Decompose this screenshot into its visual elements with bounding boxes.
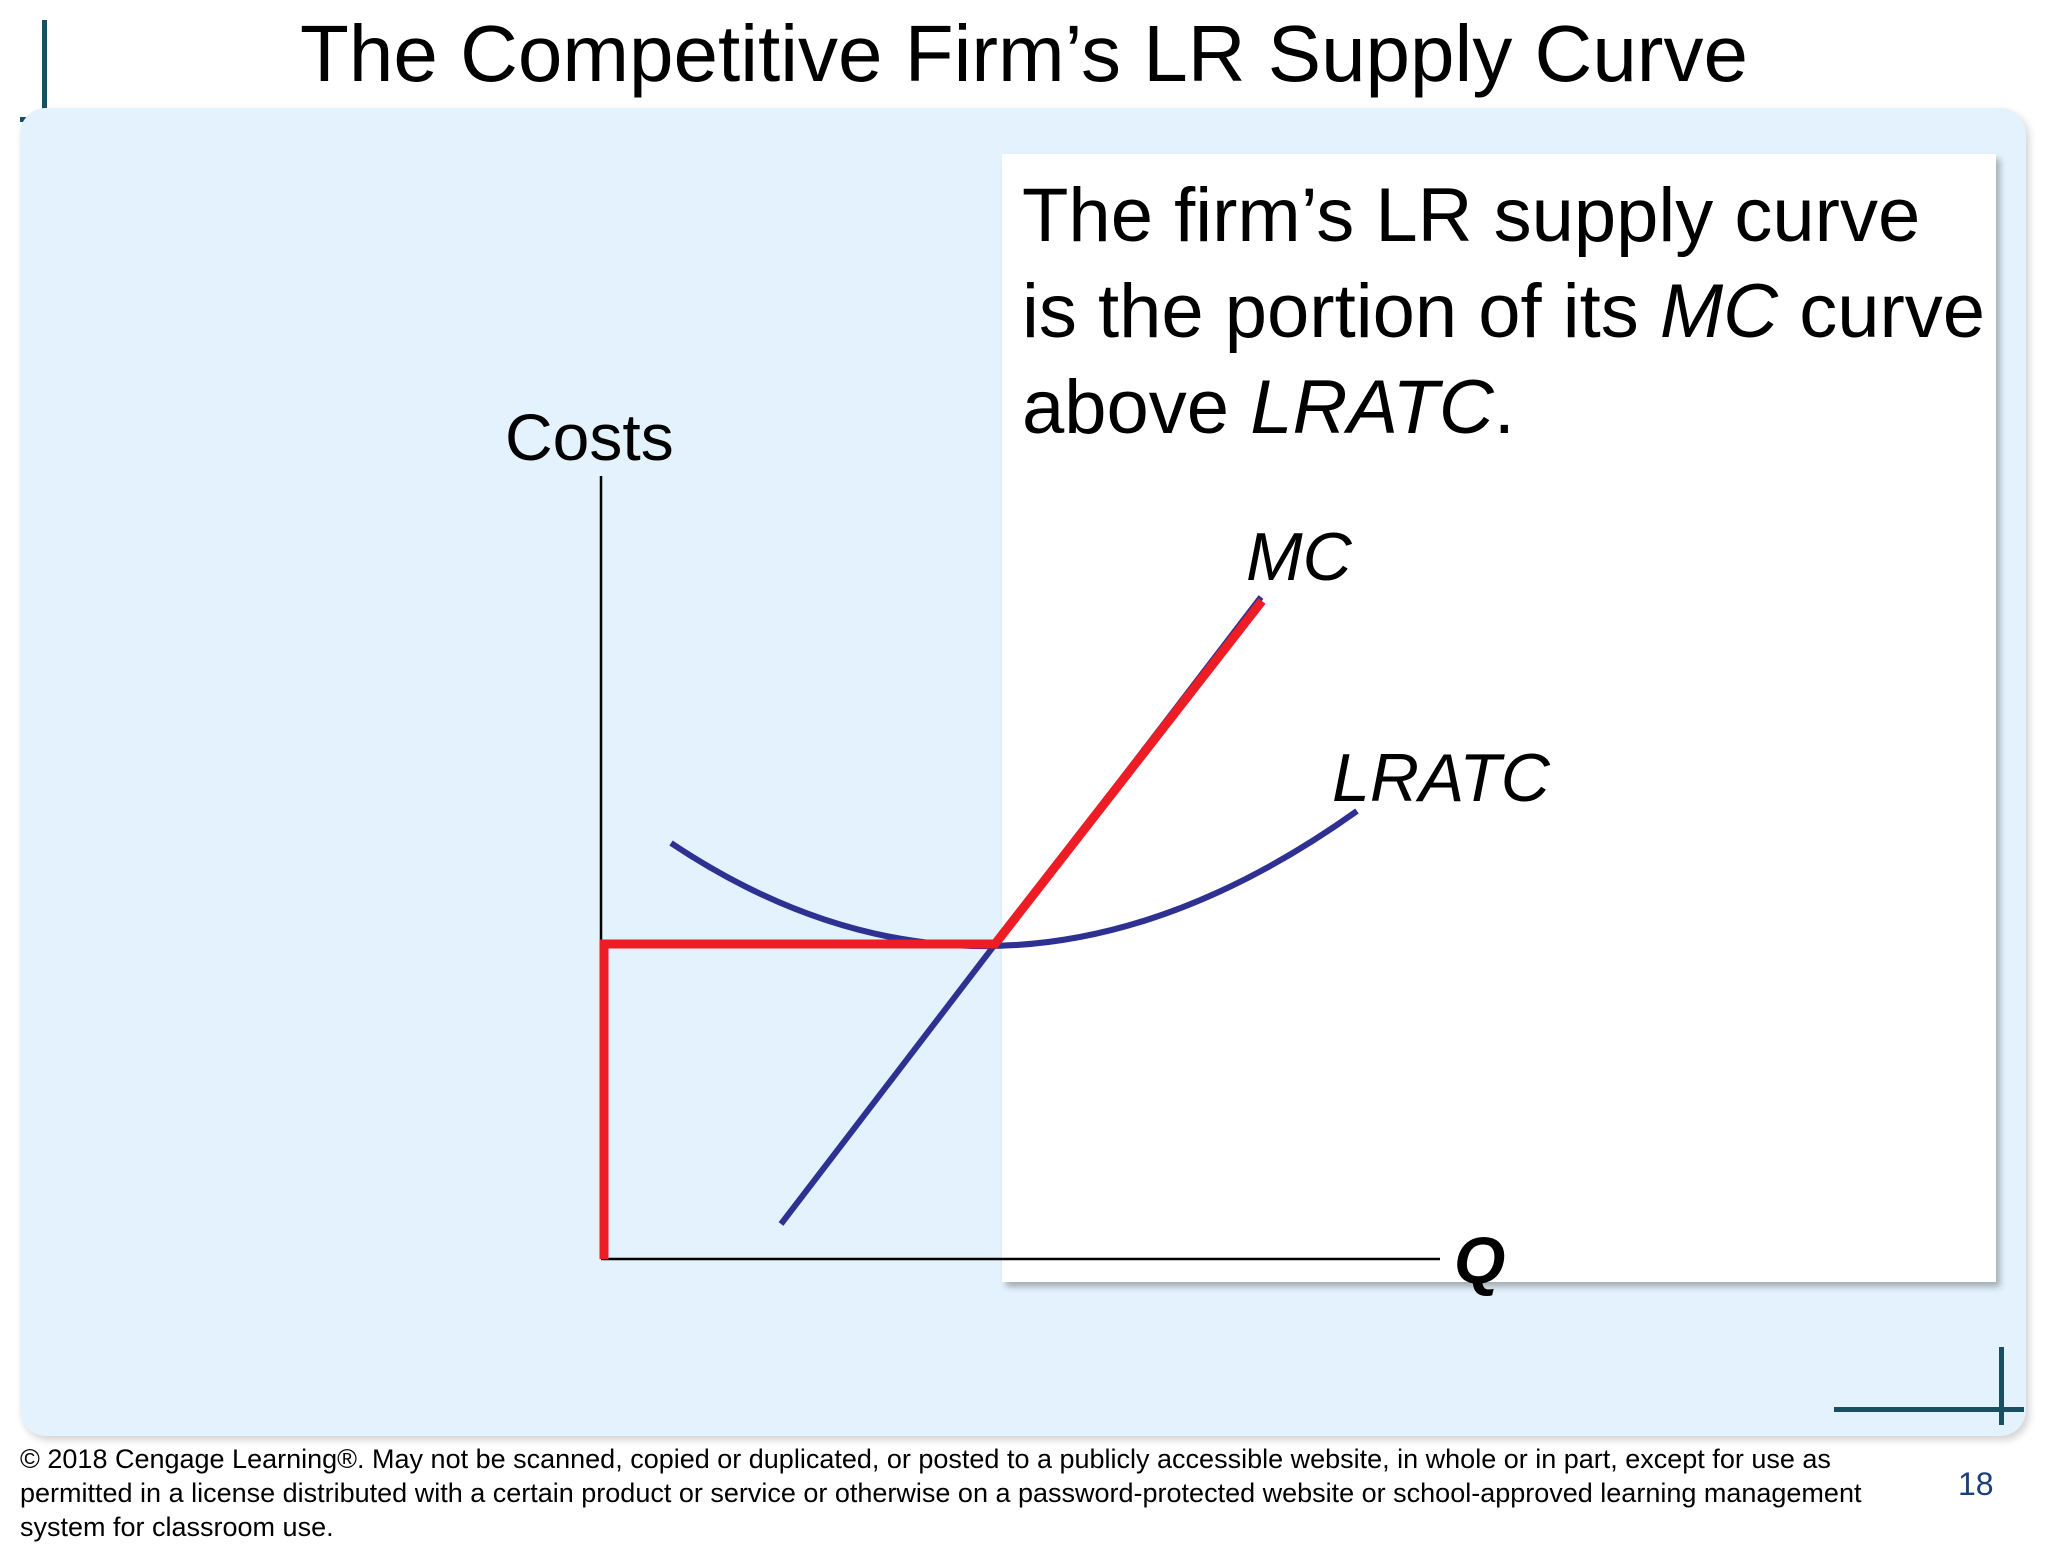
title-corner-mark bbox=[42, 20, 47, 148]
callout-part3: . bbox=[1493, 365, 1515, 450]
bottom-corner-vertical bbox=[1999, 1347, 2004, 1425]
lratc-label: LRATC bbox=[1332, 740, 1551, 816]
footer-copyright: © 2018 Cengage Learning®. May not be sca… bbox=[20, 1444, 1862, 1542]
callout-part2: curve above bbox=[1022, 269, 1986, 450]
page-number: 18 bbox=[1958, 1466, 1994, 1502]
x-axis-label: Q bbox=[1454, 1223, 1505, 1297]
bottom-corner-horizontal bbox=[1834, 1407, 2024, 1412]
y-axis-label: Costs bbox=[505, 400, 674, 474]
callout-part1: The firm’s LR supply curve is the portio… bbox=[1022, 173, 1921, 354]
lratc-curve bbox=[669, 808, 1359, 949]
callout-mc: MC bbox=[1659, 269, 1779, 354]
lr-supply-curve bbox=[599, 598, 1266, 1259]
slide-title: The Competitive Firm’s LR Supply Curve bbox=[300, 9, 1748, 98]
mc-label: MC bbox=[1246, 519, 1353, 595]
callout-text: The firm’s LR supply curve is the portio… bbox=[1022, 168, 1992, 456]
callout-lratc: LRATC bbox=[1250, 365, 1494, 450]
